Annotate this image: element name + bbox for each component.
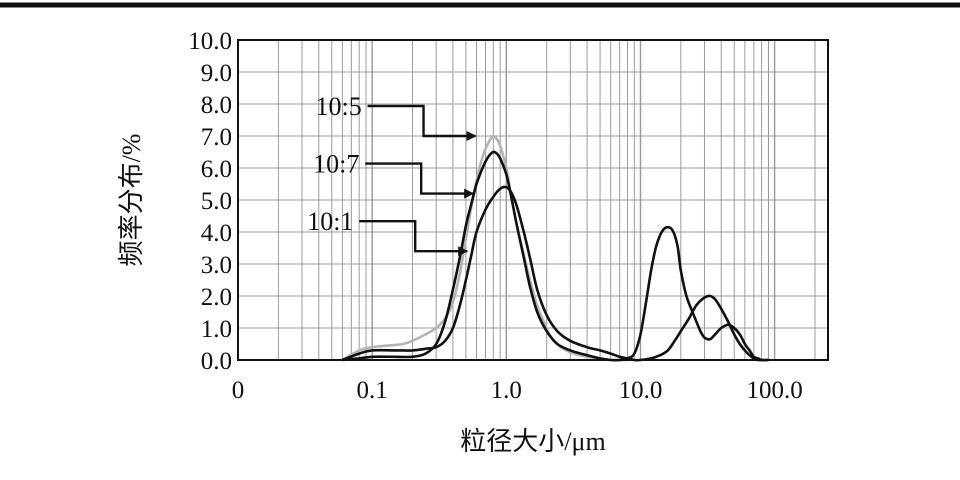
annotation-label: 10:5 <box>316 92 362 121</box>
annotation-label: 10:7 <box>313 150 359 179</box>
tick-labels: 0.0 1.0 2.0 3.0 4.0 5.0 6.0 7.0 8.0 9.0 10.0 0 0.1 1.… <box>188 28 802 404</box>
annotations: 10:5 10:7 10:1 <box>307 92 477 257</box>
annotation-arrow <box>367 104 477 141</box>
y-tick-label: 9.0 <box>201 60 232 87</box>
y-tick-label: 6.0 <box>201 156 232 183</box>
annotation-arrow <box>359 219 469 257</box>
y-tick-label: 2.0 <box>201 284 232 311</box>
y-axis-label: 频率分布/% <box>117 134 146 267</box>
y-tick-label: 4.0 <box>201 220 232 247</box>
x-tick-label: 0.1 <box>357 377 388 404</box>
annotation-arrow <box>365 162 475 199</box>
y-tick-label: 1.0 <box>201 316 232 343</box>
series-line-10-1 <box>341 185 769 362</box>
y-tick-label: 3.0 <box>201 252 232 279</box>
series-line-10-5 <box>341 134 631 362</box>
x-tick-label: 10.0 <box>619 377 663 404</box>
x-tick-label: 0 <box>232 377 245 404</box>
grid <box>238 40 828 360</box>
y-tick-label: 5.0 <box>201 188 232 215</box>
annotation-label: 10:1 <box>307 207 353 236</box>
y-tick-label: 0.0 <box>201 348 232 375</box>
x-axis-label: 粒径大小/μm <box>460 427 605 456</box>
plot-frame <box>237 39 829 361</box>
x-tick-label: 100.0 <box>746 377 802 404</box>
y-tick-label: 8.0 <box>201 92 232 119</box>
x-tick-label: 1.0 <box>491 377 522 404</box>
y-tick-label: 10.0 <box>188 28 232 55</box>
y-tick-label: 7.0 <box>201 124 232 151</box>
